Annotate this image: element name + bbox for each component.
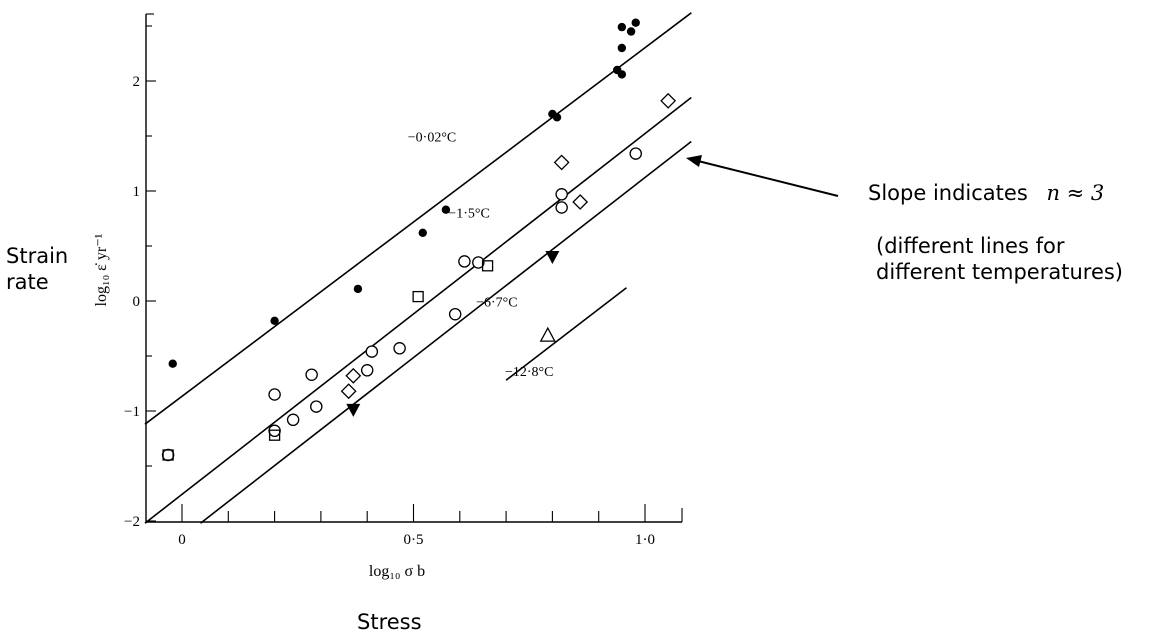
point-open-square (268, 429, 281, 441)
point-filled-circle (626, 27, 636, 36)
point-filled-circle (353, 284, 363, 294)
y-tick-label: 1 (133, 184, 141, 200)
point-open-circle (458, 255, 471, 268)
point-filled-circle (552, 113, 562, 122)
point-open-circle (472, 256, 485, 269)
strain-rate-line-1: Strain (6, 244, 69, 268)
point-filled-circle (617, 70, 627, 79)
point-open-diamond (660, 92, 677, 109)
point-open-circle (310, 400, 323, 413)
arrow-shaft (697, 160, 839, 197)
point-filled-circle (418, 228, 427, 237)
stress-label: Stress (357, 610, 422, 634)
slope-annotation: Slope indicates n ≈ 3 (868, 180, 1104, 206)
fit-line-label: −6·7°C (476, 296, 518, 311)
fit-line (200, 140, 692, 524)
temperature-note-line-2: different temperatures) (876, 260, 1123, 284)
point-open-square (162, 449, 174, 461)
point-open-circle (268, 388, 281, 401)
point-open-circle (286, 413, 300, 427)
point-open-circle (629, 147, 642, 160)
point-filled-circle (631, 18, 640, 27)
x-axis-label: log₁₀ σ b (369, 563, 425, 580)
fit-line (144, 12, 692, 425)
point-open-diamond (572, 194, 589, 210)
axes (145, 13, 683, 523)
y-tick-label: −2 (124, 514, 140, 530)
point-filled-circle (617, 43, 627, 53)
slope-text: Slope indicates (868, 181, 1028, 205)
x-tick-label: 1·0 (635, 532, 655, 548)
point-filled-circle (270, 316, 279, 325)
fit-line-label: −12·8°C (505, 365, 554, 380)
arrow-head (686, 155, 702, 167)
point-open-circle (305, 368, 318, 381)
point-open-square (412, 290, 424, 303)
point-filled-circle (441, 205, 451, 214)
point-open-circle (161, 448, 175, 462)
point-open-triangle (539, 326, 556, 342)
fit-line-label: −1·5°C (448, 206, 490, 221)
fit-line-label: −0·02°C (408, 131, 457, 146)
point-filled-triangle (346, 403, 361, 417)
point-open-circle (365, 345, 379, 358)
point-open-diamond (345, 367, 362, 384)
point-open-circle (360, 364, 374, 377)
strain-rate-line-2: rate (6, 270, 49, 294)
point-open-circle (448, 307, 462, 321)
strain-rate-label: Strain rate (6, 243, 68, 295)
point-filled-triangle (545, 251, 560, 264)
slope-arrow (686, 155, 839, 197)
point-open-diamond (553, 154, 570, 171)
line-labels: −0·02°C −1·5°C −6·7°C −12·8°C (408, 131, 554, 380)
y-axis-label: log₁₀ ε̇ yr⁻¹ (93, 233, 110, 306)
point-open-square (481, 260, 494, 272)
y-tick-label: −1 (124, 404, 140, 420)
data-points (161, 18, 677, 462)
temperature-note: (different lines for different temperatu… (876, 233, 1123, 285)
point-open-circle (555, 201, 568, 214)
y-tick-label: 2 (133, 74, 141, 90)
tick-labels: 0 0·5 1·0 −2 −1 0 1 2 (124, 74, 655, 548)
fit-line (144, 96, 692, 524)
point-open-circle (393, 342, 406, 355)
x-tick-label: 0·5 (404, 532, 424, 548)
temperature-note-line-1: (different lines for (876, 234, 1065, 258)
fit-line (505, 287, 627, 381)
y-tick-label: 0 (133, 294, 141, 310)
fit-lines (144, 12, 692, 524)
point-filled-circle (168, 359, 177, 368)
point-filled-circle (617, 22, 627, 32)
x-tick-label: 0 (178, 532, 186, 548)
point-open-diamond (340, 383, 357, 400)
point-open-circle (555, 188, 568, 201)
slope-math: n ≈ 3 (1046, 181, 1105, 205)
